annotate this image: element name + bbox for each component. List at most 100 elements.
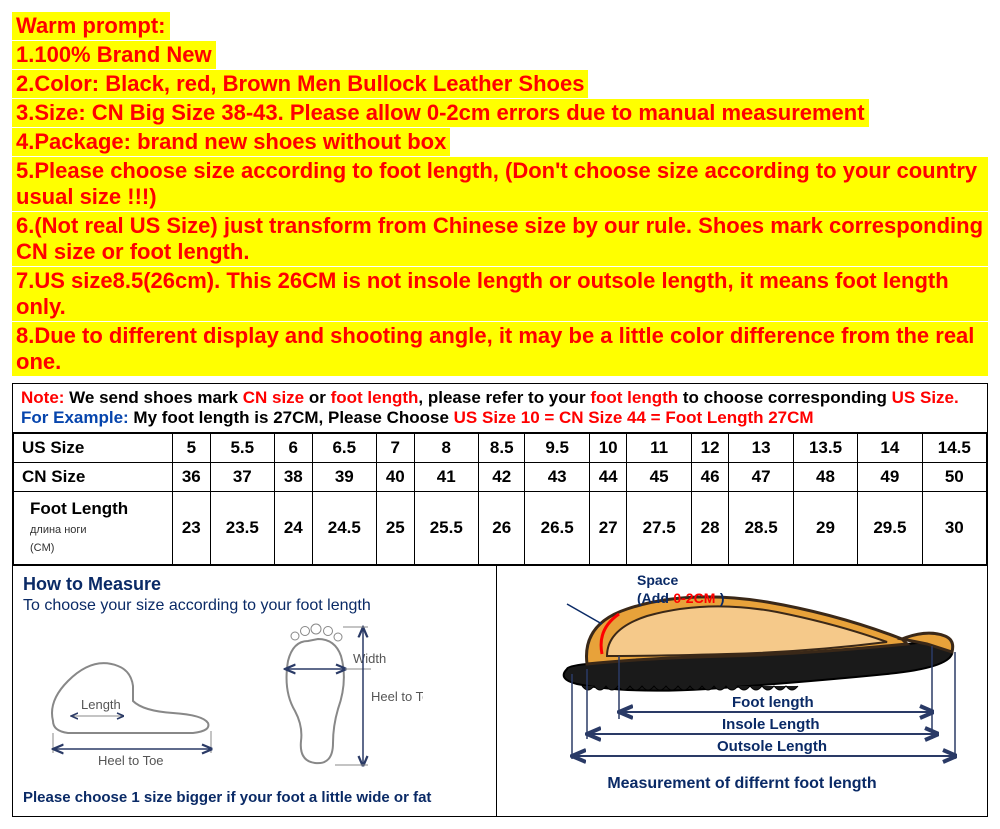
table-cell: 42 bbox=[478, 463, 525, 492]
warm-item-8: 8.Due to different display and shooting … bbox=[12, 322, 988, 376]
measurement-caption: Measurement of differnt foot length bbox=[507, 775, 977, 793]
warm-item-6: 6.(Not real US Size) just transform from… bbox=[12, 212, 988, 266]
note-row: Note: We send shoes mark CN size or foot… bbox=[13, 384, 987, 433]
table-cell: 45 bbox=[627, 463, 691, 492]
table-cell: 50 bbox=[922, 463, 986, 492]
table-cell: 47 bbox=[729, 463, 793, 492]
foot-side-diagram: Length Heel to Toe bbox=[23, 631, 233, 771]
table-cell: 14.5 bbox=[922, 434, 986, 463]
table-cell: 27 bbox=[589, 492, 627, 565]
footprint-diagram: Width Heel to Toe bbox=[253, 621, 423, 781]
table-cell: 6.5 bbox=[312, 434, 376, 463]
table-cell: 40 bbox=[376, 463, 414, 492]
size-table: US Size 5 5.5 6 6.5 7 8 8.5 9.5 10 11 12… bbox=[13, 433, 987, 565]
table-row: US Size 5 5.5 6 6.5 7 8 8.5 9.5 10 11 12… bbox=[14, 434, 987, 463]
table-cell: 7 bbox=[376, 434, 414, 463]
table-cell: 29 bbox=[793, 492, 857, 565]
table-cell: 29.5 bbox=[858, 492, 922, 565]
table-cell: 8.5 bbox=[478, 434, 525, 463]
table-cell: 23 bbox=[173, 492, 211, 565]
warm-item-4: 4.Package: brand new shoes without box bbox=[12, 128, 450, 156]
table-cell: 44 bbox=[589, 463, 627, 492]
warm-item-5: 5.Please choose size according to foot l… bbox=[12, 157, 988, 211]
table-cell: 11 bbox=[627, 434, 691, 463]
table-cell: 43 bbox=[525, 463, 589, 492]
table-cell: 14 bbox=[858, 434, 922, 463]
measure-row: How to Measure To choose your size accor… bbox=[13, 565, 987, 816]
table-cell: 9.5 bbox=[525, 434, 589, 463]
table-cell: 13.5 bbox=[793, 434, 857, 463]
table-cell: 12 bbox=[691, 434, 729, 463]
table-cell: 10 bbox=[589, 434, 627, 463]
row-head-cn: CN Size bbox=[14, 463, 173, 492]
measure-left-panel: How to Measure To choose your size accor… bbox=[13, 566, 497, 816]
table-cell: 30 bbox=[922, 492, 986, 565]
warm-item-1: 1.100% Brand New bbox=[12, 41, 216, 69]
note-b4: US Size. bbox=[892, 388, 959, 407]
table-cell: 25.5 bbox=[414, 492, 478, 565]
table-cell: 39 bbox=[312, 463, 376, 492]
insole-length-arrow-label: Insole Length bbox=[722, 716, 820, 733]
space-add: (Add bbox=[637, 590, 669, 606]
table-cell: 8 bbox=[414, 434, 478, 463]
note-label: Note: bbox=[21, 388, 64, 407]
note-p4: to choose corresponding bbox=[678, 388, 891, 407]
warm-item-7: 7.US size8.5(26cm). This 26CM is not ins… bbox=[12, 267, 988, 321]
foot-length-ru: длина ноги bbox=[30, 524, 87, 536]
warm-prompt-title: Warm prompt: bbox=[12, 12, 170, 40]
warm-prompt-block: Warm prompt: 1.100% Brand New 2.Color: B… bbox=[12, 12, 988, 377]
table-cell: 27.5 bbox=[627, 492, 691, 565]
table-cell: 23.5 bbox=[210, 492, 274, 565]
note-p1: We send shoes mark bbox=[64, 388, 242, 407]
choose-bigger-note: Please choose 1 size bigger if your foot… bbox=[23, 789, 486, 806]
table-cell: 28 bbox=[691, 492, 729, 565]
outsole-length-arrow-label: Outsole Length bbox=[717, 738, 827, 755]
row-head-foot: Foot Length длина ноги (CM) bbox=[14, 492, 173, 565]
table-cell: 49 bbox=[858, 463, 922, 492]
heel-toe-label-1: Heel to Toe bbox=[98, 753, 164, 768]
table-cell: 38 bbox=[274, 463, 312, 492]
table-row: Foot Length длина ноги (CM) 23 23.5 24 2… bbox=[14, 492, 987, 565]
foot-length-label: Foot Length bbox=[30, 499, 128, 518]
table-cell: 37 bbox=[210, 463, 274, 492]
table-cell: 5.5 bbox=[210, 434, 274, 463]
table-cell: 48 bbox=[793, 463, 857, 492]
foot-length-cm: (CM) bbox=[30, 542, 54, 554]
shoe-diagram: Foot length Insole Length Outsole Length bbox=[507, 574, 977, 764]
measure-right-panel: Space (Add 0-2CM ) bbox=[497, 566, 987, 816]
warm-item-2: 2.Color: Black, red, Brown Men Bullock L… bbox=[12, 70, 588, 98]
how-to-measure-title: How to Measure bbox=[23, 574, 486, 595]
table-cell: 36 bbox=[173, 463, 211, 492]
note-p2: or bbox=[304, 388, 330, 407]
width-label: Width bbox=[353, 651, 386, 666]
table-cell: 6 bbox=[274, 434, 312, 463]
table-cell: 41 bbox=[414, 463, 478, 492]
note-b1: CN size bbox=[243, 388, 304, 407]
warm-item-3: 3.Size: CN Big Size 38-43. Please allow … bbox=[12, 99, 869, 127]
table-cell: 24.5 bbox=[312, 492, 376, 565]
space-cm: 0-2CM bbox=[673, 590, 715, 606]
row-head-us: US Size bbox=[14, 434, 173, 463]
space-label: Space bbox=[637, 572, 678, 588]
space-close: ) bbox=[720, 590, 725, 606]
note-b2: foot length bbox=[331, 388, 419, 407]
table-cell: 24 bbox=[274, 492, 312, 565]
size-chart-panel: Note: We send shoes mark CN size or foot… bbox=[12, 383, 988, 817]
length-label: Length bbox=[81, 697, 121, 712]
how-to-measure-sub: To choose your size according to your fo… bbox=[23, 597, 486, 615]
table-cell: 26.5 bbox=[525, 492, 589, 565]
table-cell: 5 bbox=[173, 434, 211, 463]
note-ex-label: For Example: bbox=[21, 408, 129, 427]
foot-length-arrow-label: Foot length bbox=[732, 694, 814, 711]
note-p3: , please refer to your bbox=[418, 388, 590, 407]
note-ex-p1: My foot length is 27CM, Please Choose bbox=[129, 408, 454, 427]
table-cell: 46 bbox=[691, 463, 729, 492]
heel-toe-label-2: Heel to Toe bbox=[371, 689, 423, 704]
table-cell: 28.5 bbox=[729, 492, 793, 565]
table-row: CN Size 36 37 38 39 40 41 42 43 44 45 46… bbox=[14, 463, 987, 492]
note-b3: foot length bbox=[590, 388, 678, 407]
table-cell: 25 bbox=[376, 492, 414, 565]
table-cell: 26 bbox=[478, 492, 525, 565]
note-ex-bold: US Size 10 = CN Size 44 = Foot Length 27… bbox=[454, 408, 814, 427]
table-cell: 13 bbox=[729, 434, 793, 463]
